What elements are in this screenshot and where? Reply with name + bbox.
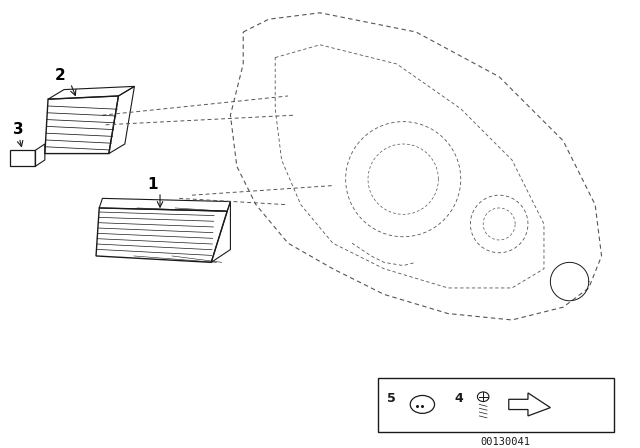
- Text: 00130041: 00130041: [481, 436, 531, 447]
- FancyBboxPatch shape: [378, 378, 614, 432]
- Text: 4: 4: [454, 392, 463, 405]
- Text: 2: 2: [54, 68, 65, 83]
- Text: 1: 1: [147, 177, 157, 192]
- Text: 5: 5: [387, 392, 396, 405]
- Text: 3: 3: [13, 122, 24, 138]
